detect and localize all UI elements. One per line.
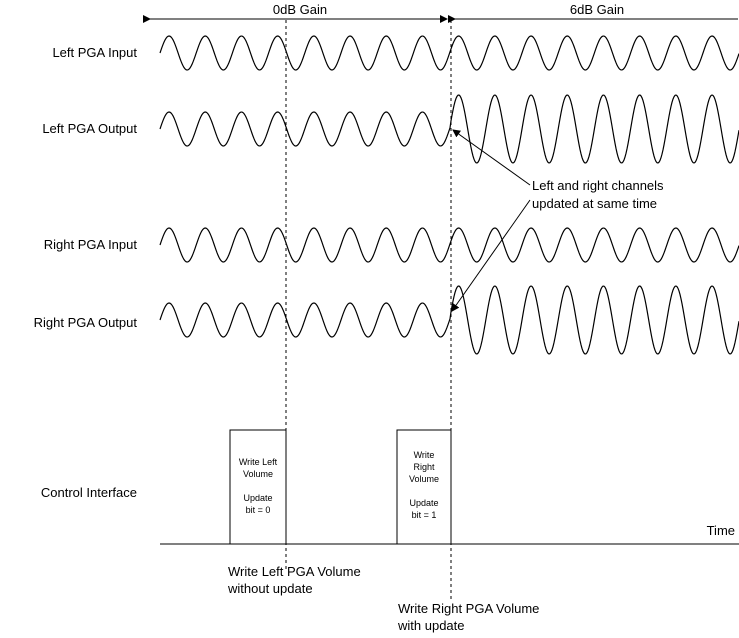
right-pga-input-waveform bbox=[159, 227, 739, 263]
write-left-box-line-2: Volume bbox=[243, 469, 273, 479]
write-right-box-line-6: bit = 1 bbox=[412, 510, 437, 520]
note-left-line-1: Write Left PGA Volume bbox=[228, 564, 361, 579]
write-right-box-line-5: Update bbox=[409, 498, 438, 508]
write-right-box-line-1: Write bbox=[414, 450, 435, 460]
write-right-box-line-3: Volume bbox=[409, 474, 439, 484]
right-pga-output-waveform bbox=[159, 285, 739, 355]
write-left-box-line-5: bit = 0 bbox=[246, 505, 271, 515]
time-axis-label: Time bbox=[707, 523, 735, 538]
left-pga-output-label: Left PGA Output bbox=[42, 121, 137, 136]
note-right-line-1: Write Right PGA Volume bbox=[398, 601, 539, 616]
write-left-volume-box bbox=[229, 429, 287, 545]
note-right-line-2: with update bbox=[397, 618, 465, 633]
control-interface-label: Control Interface bbox=[41, 485, 137, 500]
annotation-line-2: updated at same time bbox=[532, 196, 657, 211]
write-left-box-line-4: Update bbox=[243, 493, 272, 503]
write-left-box-line-1: Write Left bbox=[239, 457, 278, 467]
write-right-box-line-2: Right bbox=[413, 462, 435, 472]
annotation-arrow-right-output bbox=[451, 199, 531, 312]
annotation-arrow-left-output bbox=[452, 129, 531, 186]
note-left-line-2: without update bbox=[227, 581, 313, 596]
right-pga-input-label: Right PGA Input bbox=[44, 237, 138, 252]
left-pga-output-waveform bbox=[159, 94, 739, 164]
left-pga-input-label: Left PGA Input bbox=[52, 45, 137, 60]
annotation-line-1: Left and right channels bbox=[532, 178, 664, 193]
gain-6db-label: 6dB Gain bbox=[570, 2, 624, 17]
gain-0db-label: 0dB Gain bbox=[273, 2, 327, 17]
left-pga-input-waveform bbox=[159, 35, 739, 71]
write-right-volume-box bbox=[396, 429, 452, 545]
right-pga-output-label: Right PGA Output bbox=[34, 315, 138, 330]
